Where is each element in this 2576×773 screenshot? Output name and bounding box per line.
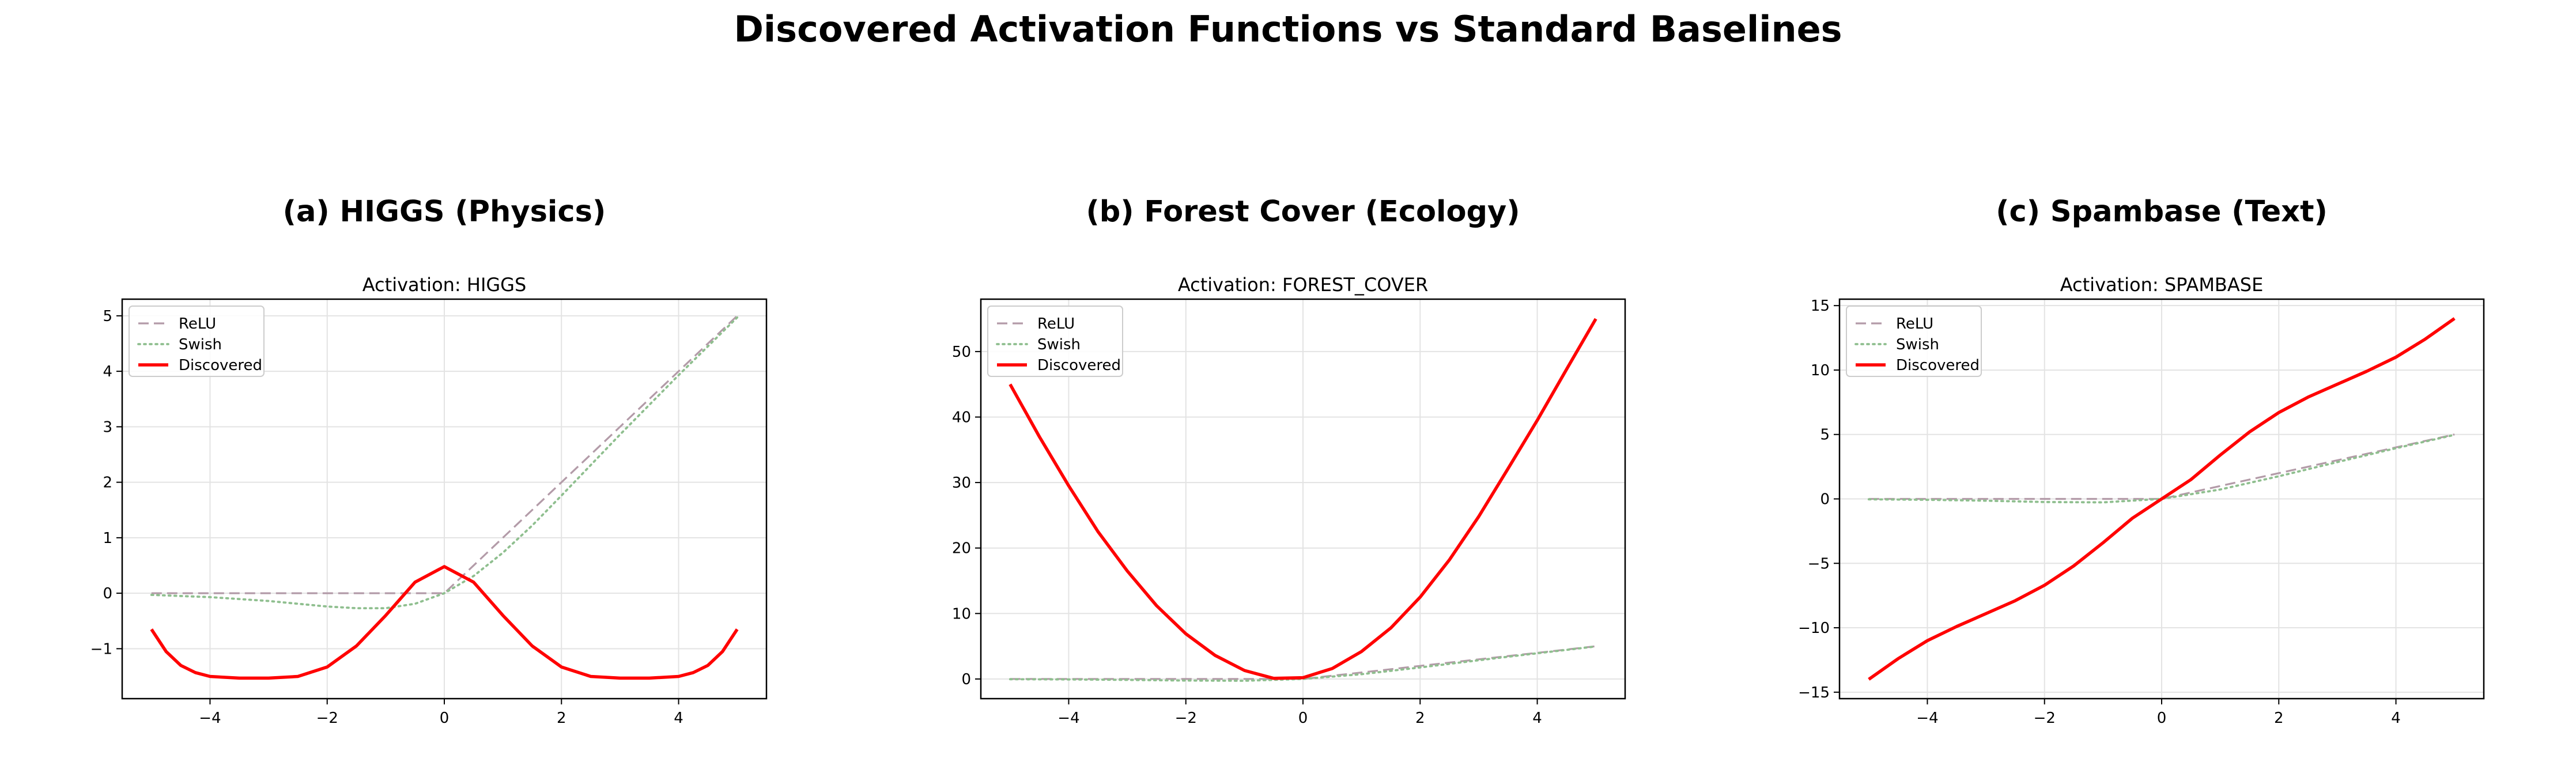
legend: ReLU Swish Discovered <box>129 306 265 377</box>
series-line-relu <box>151 315 738 594</box>
y-tick-label: 40 <box>952 409 971 426</box>
series-line-discovered <box>1868 317 2456 681</box>
axes-title: Activation: HIGGS <box>362 274 527 296</box>
y-tick-label: 30 <box>952 474 971 492</box>
chart-panel-2: (b) Forest Cover (Ecology) Activation: FO… <box>952 195 1626 727</box>
y-tick-label: 10 <box>1811 362 1830 379</box>
x-tick-label: 0 <box>440 710 450 727</box>
y-tick-label: 2 <box>103 474 112 492</box>
x-tick-label: 4 <box>2391 710 2401 727</box>
x-tick-label: 4 <box>1532 710 1542 727</box>
x-tick-label: −4 <box>1057 710 1079 727</box>
legend-label-relu: ReLU <box>179 315 216 333</box>
x-tick-label: −2 <box>2034 710 2056 727</box>
x-tick-label: 0 <box>2157 710 2167 727</box>
y-tick-label: 0 <box>961 671 971 688</box>
series-line-relu <box>1868 433 2455 500</box>
chart-panel-3: (c) Spambase (Text) Activation: SPAMBASE −… <box>1798 195 2485 727</box>
legend-label-discovered: Discovered <box>179 357 262 374</box>
legend-label-relu: ReLU <box>1037 315 1075 333</box>
x-tick-label: 2 <box>557 710 566 727</box>
legend-label-discovered: Discovered <box>1037 357 1121 374</box>
y-tick-label: 50 <box>952 344 971 361</box>
y-tick-label: 15 <box>1811 297 1830 315</box>
figure-suptitle: Discovered Activation Functions vs Stand… <box>734 8 1842 50</box>
y-tick-label: 0 <box>103 585 112 602</box>
legend-label-swish: Swish <box>1037 336 1081 353</box>
y-tick-label: 1 <box>103 530 112 547</box>
x-tick-label: −4 <box>199 710 221 727</box>
legend-label-swish: Swish <box>1896 336 1939 353</box>
axes-title: Activation: SPAMBASE <box>2060 274 2264 296</box>
legend-label-discovered: Discovered <box>1896 357 1980 374</box>
y-tick-label: 5 <box>1820 427 1830 444</box>
y-tick-label: 5 <box>103 308 112 325</box>
panel-title: (c) Spambase (Text) <box>1996 195 2328 229</box>
series-line-discovered <box>1009 318 1597 680</box>
panel-title: (a) HIGGS (Physics) <box>283 195 606 229</box>
y-tick-label: −1 <box>90 640 112 658</box>
y-tick-label: 3 <box>103 418 112 436</box>
legend: ReLU Swish Discovered <box>1846 306 1982 377</box>
y-tick-label: 10 <box>952 605 971 623</box>
series-line-swish <box>150 316 739 609</box>
chart-panel-1: (a) HIGGS (Physics) Activation: HIGGS −4 −2… <box>90 195 768 727</box>
x-tick-label: 0 <box>1298 710 1308 727</box>
x-tick-label: −4 <box>1916 710 1938 727</box>
x-tick-label: −2 <box>316 710 338 727</box>
series-line-discovered <box>150 565 739 680</box>
panel-title: (b) Forest Cover (Ecology) <box>1086 195 1520 229</box>
y-tick-label: 20 <box>952 540 971 557</box>
y-tick-label: −15 <box>1798 684 1830 702</box>
chart-panels: (a) HIGGS (Physics) Activation: HIGGS −4 −2… <box>90 195 2485 727</box>
axes-title: Activation: FOREST_COVER <box>1178 274 1428 296</box>
y-tick-label: −5 <box>1808 555 1830 572</box>
legend-label-relu: ReLU <box>1896 315 1933 333</box>
y-tick-label: −10 <box>1798 620 1830 637</box>
legend: ReLU Swish Discovered <box>987 306 1123 377</box>
x-tick-label: 2 <box>1415 710 1425 727</box>
x-tick-label: 4 <box>674 710 683 727</box>
y-tick-label: 0 <box>1820 491 1830 508</box>
x-tick-label: −2 <box>1175 710 1197 727</box>
x-tick-label: 2 <box>2274 710 2284 727</box>
legend-label-swish: Swish <box>179 336 222 353</box>
y-tick-label: 4 <box>103 363 112 380</box>
